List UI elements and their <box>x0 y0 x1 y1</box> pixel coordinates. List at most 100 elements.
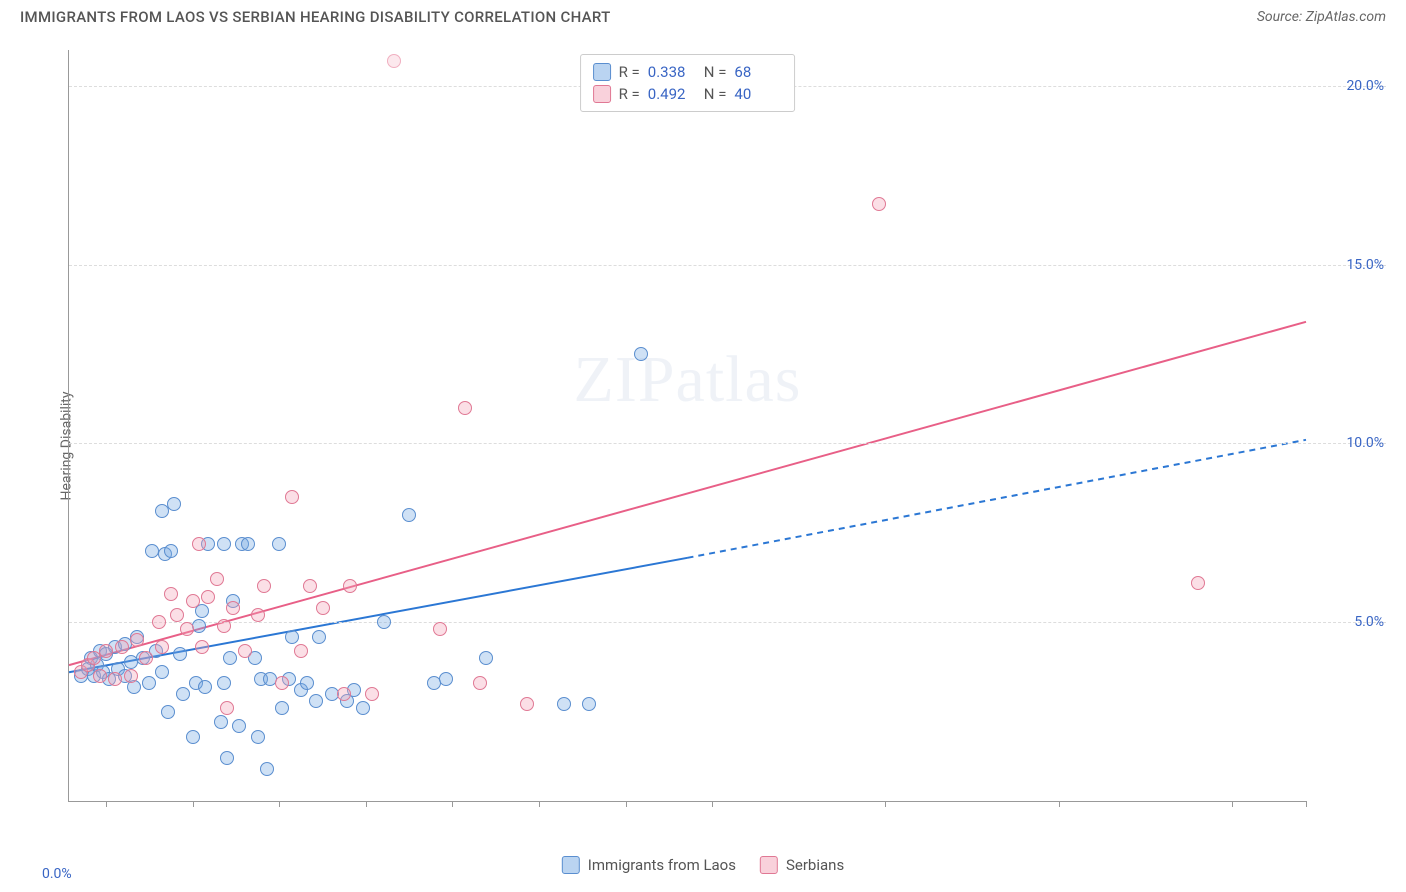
data-point <box>155 665 169 679</box>
x-tick <box>626 801 627 807</box>
stats-legend: R = 0.338 N = 68 R = 0.492 N = 40 <box>580 54 796 112</box>
data-point <box>217 537 231 551</box>
data-point <box>275 676 289 690</box>
r-value-blue: 0.338 <box>648 63 696 81</box>
data-point <box>343 579 357 593</box>
data-point <box>124 669 138 683</box>
x-tick <box>366 801 367 807</box>
data-point <box>257 579 271 593</box>
data-point <box>217 619 231 633</box>
swatch-blue-icon <box>593 63 611 81</box>
data-point <box>260 762 274 776</box>
data-point <box>872 197 886 211</box>
data-point <box>186 730 200 744</box>
x-tick <box>1306 801 1307 807</box>
data-point <box>241 537 255 551</box>
data-point <box>433 622 447 636</box>
data-point <box>309 694 323 708</box>
data-point <box>377 615 391 629</box>
n-label-blue: N = <box>704 63 727 81</box>
data-point <box>223 651 237 665</box>
legend-swatch-pink-icon <box>760 856 778 874</box>
data-point <box>251 608 265 622</box>
data-point <box>300 676 314 690</box>
legend-label-pink: Serbians <box>786 856 844 874</box>
x-axis-min-label: 0.0% <box>42 866 72 882</box>
data-point <box>439 672 453 686</box>
x-tick <box>452 801 453 807</box>
data-point <box>198 680 212 694</box>
bottom-legend: Immigrants from Laos Serbians <box>562 856 844 874</box>
chart-title: IMMIGRANTS FROM LAOS VS SERBIAN HEARING … <box>20 8 611 26</box>
data-point <box>356 701 370 715</box>
data-point <box>195 640 209 654</box>
data-point <box>458 401 472 415</box>
data-point <box>272 537 286 551</box>
gridline <box>69 265 1386 266</box>
data-point <box>294 644 308 658</box>
stats-row-pink: R = 0.492 N = 40 <box>593 83 783 105</box>
data-point <box>201 590 215 604</box>
x-tick <box>885 801 886 807</box>
data-point <box>99 644 113 658</box>
data-point <box>520 697 534 711</box>
data-point <box>210 572 224 586</box>
data-point <box>365 687 379 701</box>
data-point <box>167 497 181 511</box>
data-point <box>473 676 487 690</box>
x-tick <box>279 801 280 807</box>
chart-area: ZIPatlas R = 0.338 N = 68 R = 0.492 N = … <box>50 50 1386 832</box>
data-point <box>232 719 246 733</box>
data-point <box>402 508 416 522</box>
data-point <box>139 651 153 665</box>
gridline <box>69 443 1386 444</box>
data-point <box>195 604 209 618</box>
source-name: ZipAtlas.com <box>1306 9 1386 25</box>
data-point <box>155 640 169 654</box>
x-tick <box>106 801 107 807</box>
data-point <box>164 587 178 601</box>
data-point <box>220 751 234 765</box>
data-point <box>285 630 299 644</box>
x-tick <box>712 801 713 807</box>
data-point <box>238 644 252 658</box>
plot-region: ZIPatlas R = 0.338 N = 68 R = 0.492 N = … <box>68 50 1306 802</box>
data-point <box>220 701 234 715</box>
r-value-pink: 0.492 <box>648 85 696 103</box>
n-value-pink: 40 <box>734 85 782 103</box>
y-tick-label: 15.0% <box>1346 257 1384 273</box>
x-tick <box>1059 801 1060 807</box>
data-point <box>312 630 326 644</box>
data-point <box>214 715 228 729</box>
legend-item-blue: Immigrants from Laos <box>562 856 736 874</box>
data-point <box>173 647 187 661</box>
x-tick <box>1232 801 1233 807</box>
data-point <box>115 640 129 654</box>
data-point <box>130 633 144 647</box>
data-point <box>93 669 107 683</box>
data-point <box>164 544 178 558</box>
chart-source: Source: ZipAtlas.com <box>1257 9 1386 25</box>
legend-label-blue: Immigrants from Laos <box>588 856 736 874</box>
data-point <box>634 347 648 361</box>
data-point <box>142 676 156 690</box>
data-point <box>582 697 596 711</box>
swatch-pink-icon <box>593 85 611 103</box>
data-point <box>108 672 122 686</box>
r-label-blue: R = <box>619 63 640 81</box>
y-tick-label: 5.0% <box>1354 614 1384 630</box>
data-point <box>186 594 200 608</box>
data-point <box>303 579 317 593</box>
data-point <box>479 651 493 665</box>
data-point <box>285 490 299 504</box>
data-point <box>217 676 231 690</box>
data-point <box>275 701 289 715</box>
data-point <box>226 601 240 615</box>
data-point <box>161 705 175 719</box>
data-point <box>170 608 184 622</box>
y-tick-label: 20.0% <box>1346 78 1384 94</box>
n-value-blue: 68 <box>734 63 782 81</box>
data-point <box>557 697 571 711</box>
data-point <box>152 615 166 629</box>
trend-lines <box>69 50 1306 801</box>
